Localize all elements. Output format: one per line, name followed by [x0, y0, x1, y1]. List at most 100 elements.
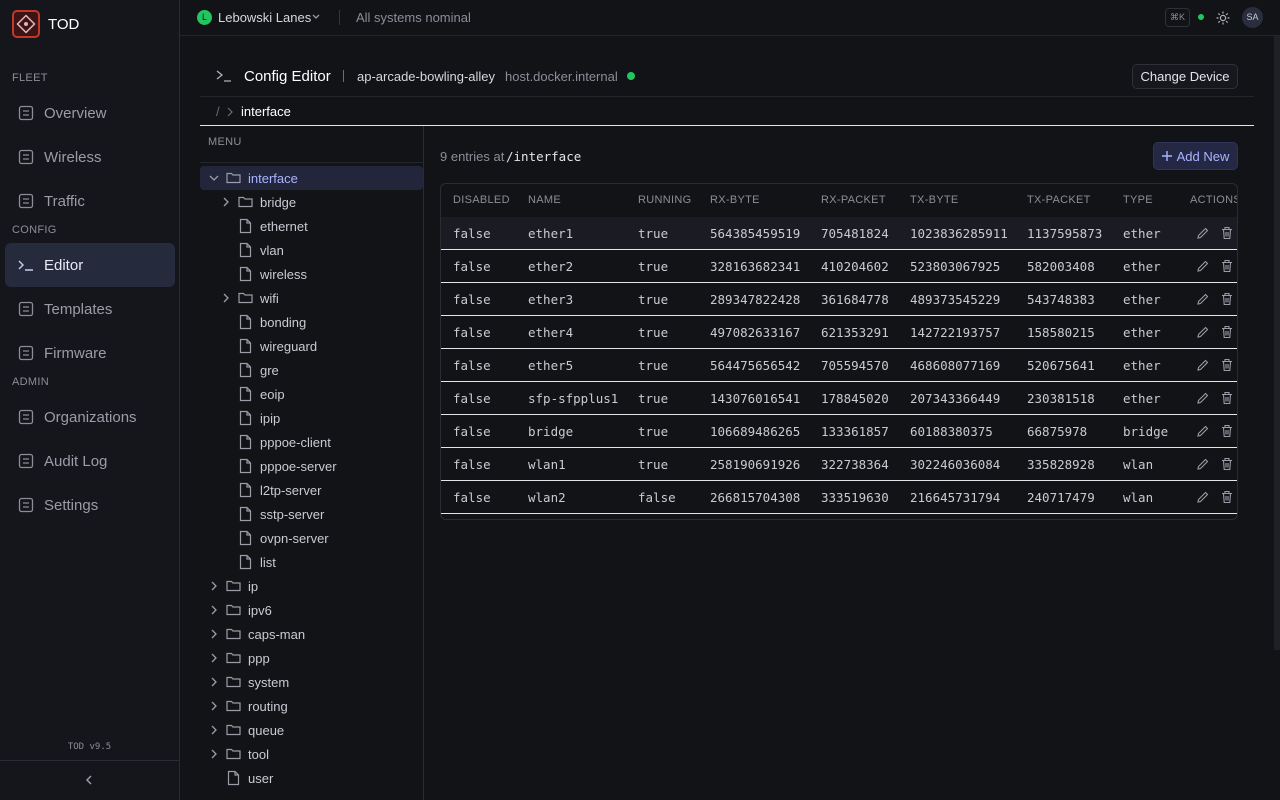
nav-label[interactable]: Audit Log	[44, 453, 107, 470]
tree-item[interactable]: pppoe-client	[200, 430, 423, 454]
delete-button[interactable]	[1220, 226, 1234, 240]
tree-label[interactable]: sstp-server	[260, 507, 324, 522]
tree-label[interactable]: user	[248, 771, 273, 786]
tree-item[interactable]: list	[200, 550, 423, 574]
tree-label[interactable]: ipv6	[248, 603, 272, 618]
nav-item[interactable]: Templates	[5, 287, 175, 331]
org-chevron[interactable]	[311, 12, 321, 22]
delete-button[interactable]	[1220, 424, 1234, 438]
tree-label[interactable]: caps-man	[248, 627, 305, 642]
table-cell: 216645731794	[910, 490, 1000, 505]
tree-item[interactable]: gre	[200, 358, 423, 382]
tree-label[interactable]: pppoe-client	[260, 435, 331, 450]
nav-label[interactable]: Templates	[44, 301, 112, 318]
tree-label[interactable]: l2tp-server	[260, 483, 321, 498]
edit-button[interactable]	[1196, 292, 1210, 306]
tree-item[interactable]: vlan	[200, 238, 423, 262]
tree-item[interactable]: system	[200, 670, 423, 694]
nav-label[interactable]: Wireless	[44, 149, 102, 166]
nav-label[interactable]: Editor	[44, 257, 83, 274]
tree-label[interactable]: ppp	[248, 651, 270, 666]
tree-item[interactable]: wifi	[200, 286, 423, 310]
tree-label[interactable]: ip	[248, 579, 258, 594]
tree-item[interactable]: wireless	[200, 262, 423, 286]
delete-button[interactable]	[1220, 292, 1234, 306]
delete-button[interactable]	[1220, 325, 1234, 339]
user-avatar[interactable]: SA	[1242, 7, 1263, 28]
tree-label[interactable]: wireguard	[260, 339, 317, 354]
nav-item[interactable]: Overview	[5, 91, 175, 135]
collapse-button[interactable]	[83, 774, 95, 786]
nav-label[interactable]: Organizations	[44, 409, 137, 426]
edit-button[interactable]	[1196, 259, 1210, 273]
nav-item[interactable]: Wireless	[5, 135, 175, 179]
add-new-button[interactable]: Add New	[1153, 142, 1238, 170]
tree-label[interactable]: ipip	[260, 411, 280, 426]
delete-button[interactable]	[1220, 490, 1234, 504]
nav-item[interactable]: Editor	[5, 243, 175, 287]
nav-label[interactable]: Overview	[44, 105, 107, 122]
tree-label[interactable]: wireless	[260, 267, 307, 282]
tree-label[interactable]: list	[260, 555, 276, 570]
tree-item[interactable]: bonding	[200, 310, 423, 334]
tree-item[interactable]: ipv6	[200, 598, 423, 622]
tree-item[interactable]: tool	[200, 742, 423, 766]
tree-item[interactable]: interface	[200, 166, 423, 190]
tree-item[interactable]: ppp	[200, 646, 423, 670]
tree-item[interactable]: l2tp-server	[200, 478, 423, 502]
tree-label[interactable]: wifi	[260, 291, 279, 306]
nav-item[interactable]: Firmware	[5, 331, 175, 375]
tree-item[interactable]: wireguard	[200, 334, 423, 358]
tree-item[interactable]: routing	[200, 694, 423, 718]
nav-item[interactable]: Traffic	[5, 179, 175, 223]
nav-label[interactable]: Firmware	[44, 345, 107, 362]
edit-button[interactable]	[1196, 490, 1210, 504]
tree-label[interactable]: vlan	[260, 243, 284, 258]
nav-label[interactable]: Traffic	[44, 193, 85, 210]
command-shortcut[interactable]: ⌘K	[1165, 8, 1190, 27]
edit-button[interactable]	[1196, 325, 1210, 339]
tree-item[interactable]: bridge	[200, 190, 423, 214]
edit-button[interactable]	[1196, 457, 1210, 471]
tree-item[interactable]: ipip	[200, 406, 423, 430]
tree-label[interactable]: interface	[248, 171, 298, 186]
tree-label[interactable]: gre	[260, 363, 279, 378]
tree-item[interactable]: sstp-server	[200, 502, 423, 526]
breadcrumb-root[interactable]: /	[216, 104, 220, 119]
delete-button[interactable]	[1220, 259, 1234, 273]
tree-item[interactable]: caps-man	[200, 622, 423, 646]
tree-label[interactable]: routing	[248, 699, 288, 714]
tree-label[interactable]: system	[248, 675, 289, 690]
tree-item[interactable]: ovpn-server	[200, 526, 423, 550]
edit-button[interactable]	[1196, 358, 1210, 372]
tree-label[interactable]: pppoe-server	[260, 459, 337, 474]
edit-button[interactable]	[1196, 226, 1210, 240]
tree-label[interactable]: ovpn-server	[260, 531, 329, 546]
nav-item[interactable]: Organizations	[5, 395, 175, 439]
tree-label[interactable]: tool	[248, 747, 269, 762]
change-device-button[interactable]: Change Device	[1132, 64, 1238, 89]
tree-label[interactable]: bridge	[260, 195, 296, 210]
delete-button[interactable]	[1220, 457, 1234, 471]
edit-button[interactable]	[1196, 391, 1210, 405]
edit-button[interactable]	[1196, 424, 1210, 438]
tree-item[interactable]: pppoe-server	[200, 454, 423, 478]
org-switcher[interactable]: Lebowski Lanes	[218, 10, 311, 25]
tree-label[interactable]: eoip	[260, 387, 285, 402]
tree-item[interactable]: user	[200, 766, 423, 790]
tree-label[interactable]: ethernet	[260, 219, 308, 234]
delete-button[interactable]	[1220, 358, 1234, 372]
tree-item[interactable]: queue	[200, 718, 423, 742]
logo	[12, 10, 40, 38]
nav-label[interactable]: Settings	[44, 497, 98, 514]
theme-toggle[interactable]	[1216, 11, 1230, 25]
delete-button[interactable]	[1220, 391, 1234, 405]
tree-label[interactable]: bonding	[260, 315, 306, 330]
tree-item[interactable]: eoip	[200, 382, 423, 406]
nav-item[interactable]: Settings	[5, 483, 175, 527]
nav-item[interactable]: Audit Log	[5, 439, 175, 483]
add-new-label[interactable]: Add New	[1177, 149, 1230, 164]
tree-label[interactable]: queue	[248, 723, 284, 738]
tree-item[interactable]: ethernet	[200, 214, 423, 238]
tree-item[interactable]: ip	[200, 574, 423, 598]
